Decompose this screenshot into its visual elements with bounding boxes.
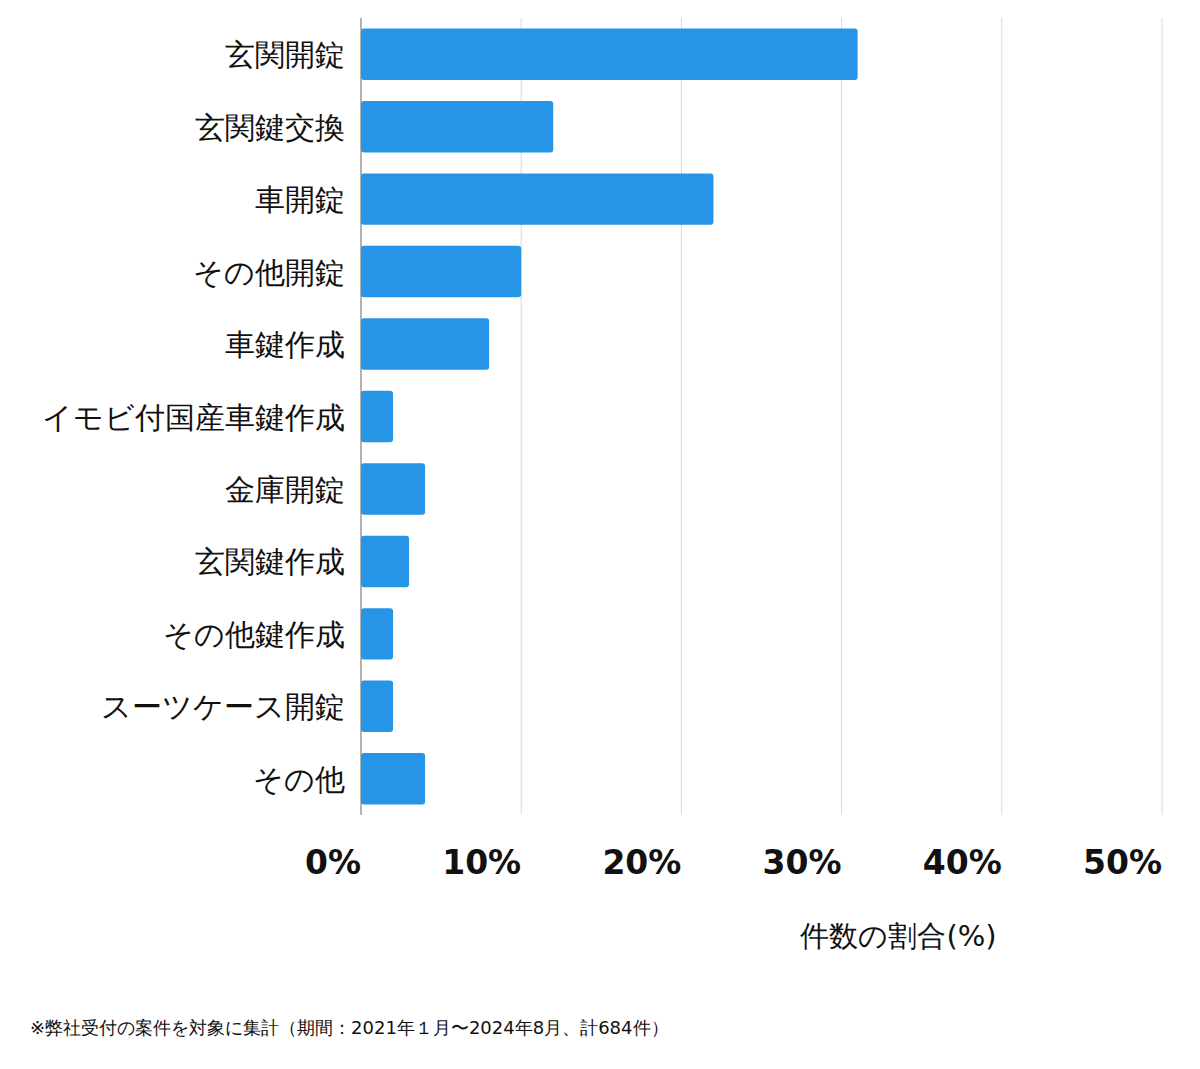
category-label: スーツケース開錠 <box>101 689 345 724</box>
bar <box>361 608 393 659</box>
category-label: 車鍵作成 <box>225 327 345 362</box>
axis-label: 件数の割合(%) <box>800 919 996 953</box>
footnote: ※弊社受付の案件を対象に集計（期間：2021年１月〜2024年8月、計684件） <box>30 1017 669 1038</box>
bars <box>361 29 858 805</box>
bar <box>361 753 425 804</box>
category-label: 玄関鍵交換 <box>195 110 345 145</box>
bar <box>361 246 521 297</box>
category-label: 金庫開錠 <box>225 472 345 507</box>
chart: 0% 10% 20% 30% 40% 50% 玄関開錠玄関鍵交換車開錠その他開錠車鍵作成イモ… <box>0 0 1200 1069</box>
grid-line <box>681 18 682 815</box>
bar <box>361 681 393 732</box>
category-label: イモビ付国産車鍵作成 <box>42 400 345 435</box>
tick-label: 20% <box>602 843 681 882</box>
grid-line <box>1162 18 1163 815</box>
tick-label: 0% <box>305 843 361 882</box>
tick-label: 30% <box>763 843 842 882</box>
category-label: その他開錠 <box>193 255 345 290</box>
category-label: 玄関開錠 <box>225 37 345 72</box>
bar <box>361 318 489 369</box>
bar <box>361 29 858 80</box>
grid-line <box>1001 18 1002 815</box>
bar <box>361 463 425 514</box>
tick-label: 10% <box>442 843 521 882</box>
category-label: その他鍵作成 <box>163 617 345 652</box>
grid-line <box>841 18 842 815</box>
category-label: 玄関鍵作成 <box>195 544 345 579</box>
bar <box>361 536 409 587</box>
category-label: 車開錠 <box>255 182 345 217</box>
tick-label: 40% <box>923 843 1002 882</box>
bar <box>361 391 393 442</box>
bar <box>361 101 553 152</box>
category-label: その他 <box>253 762 345 797</box>
bar <box>361 173 713 224</box>
tick-label: 50% <box>1083 843 1162 882</box>
